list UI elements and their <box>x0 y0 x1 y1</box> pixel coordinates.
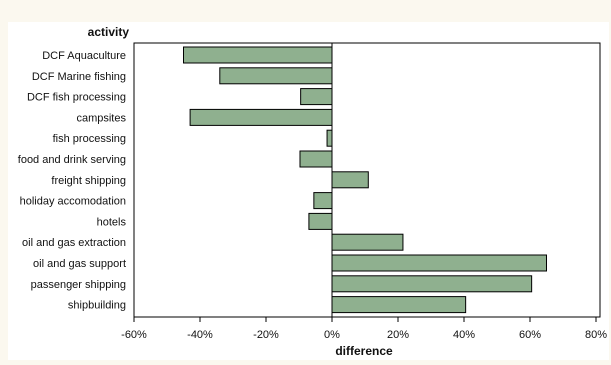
category-label: passenger shipping <box>31 279 126 291</box>
y-axis-title: activity <box>88 25 130 39</box>
bar <box>331 171 369 189</box>
category-label: campsites <box>76 112 126 124</box>
bar <box>331 233 404 251</box>
category-label: shipbuilding <box>68 300 126 312</box>
category-label: hotels <box>97 216 127 228</box>
category-label: DCF fish processing <box>27 92 126 104</box>
bar <box>189 108 333 126</box>
category-label: freight shipping <box>51 175 126 187</box>
x-tick-label: -60% <box>121 329 147 341</box>
category-label: fish processing <box>53 133 126 145</box>
bar <box>313 192 333 210</box>
x-axis-title: difference <box>335 344 393 358</box>
bar <box>308 212 333 230</box>
category-label: oil and gas extraction <box>22 237 126 249</box>
x-tick-label: 60% <box>519 329 541 341</box>
category-labels-group: DCF Aquaculture DCF Marine fishing DCF fis… <box>18 50 127 312</box>
bar <box>300 88 333 106</box>
x-tick-label: 0% <box>324 329 340 341</box>
plot-frame <box>133 42 601 318</box>
x-axis-group: -60% -40% -20% 0% 20% 40% 60% 80% <box>121 317 607 341</box>
x-tick-label: 40% <box>453 329 475 341</box>
category-label: DCF Marine fishing <box>32 71 126 83</box>
bar <box>299 150 333 168</box>
bar <box>331 275 533 293</box>
bar <box>331 254 547 272</box>
x-tick-label: 20% <box>387 329 409 341</box>
category-label: oil and gas support <box>33 258 126 270</box>
bar <box>219 67 333 85</box>
x-tick-label: 80% <box>585 329 607 341</box>
bar <box>331 296 467 314</box>
category-label: DCF Aquaculture <box>42 50 126 62</box>
bar <box>326 129 333 147</box>
x-tick-label: -20% <box>253 329 279 341</box>
x-tick-label: -40% <box>187 329 213 341</box>
category-label: food and drink serving <box>18 154 126 166</box>
bars-group <box>183 43 547 317</box>
bar <box>183 46 333 64</box>
category-label: holiday accomodation <box>20 196 126 208</box>
